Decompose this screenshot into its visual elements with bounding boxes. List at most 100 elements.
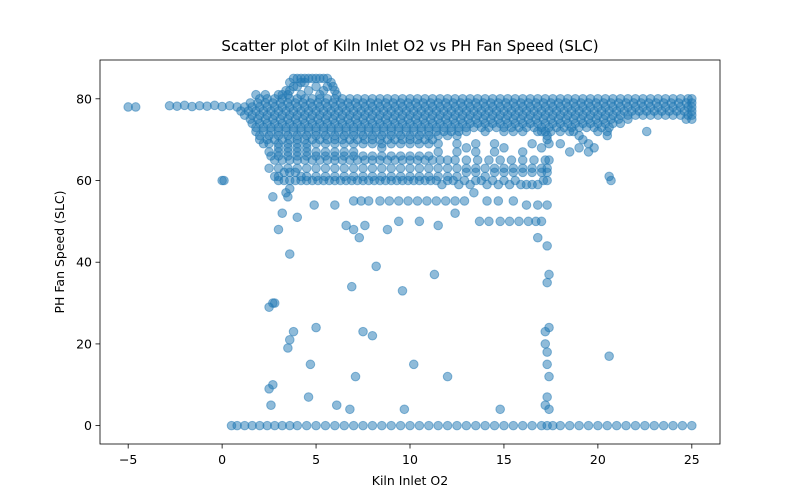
data-point: [482, 196, 492, 206]
data-point: [130, 102, 141, 112]
data-point: [292, 420, 303, 431]
data-point: [393, 216, 404, 227]
data-point: [403, 196, 413, 206]
data-point: [341, 220, 351, 231]
data-point: [386, 420, 397, 431]
data-point: [532, 232, 543, 243]
data-point: [358, 420, 368, 431]
data-point: [459, 196, 470, 206]
data-point: [414, 151, 425, 161]
data-point: [320, 171, 331, 182]
data-point: [423, 151, 434, 161]
data-point: [606, 175, 616, 186]
data-point: [542, 277, 552, 288]
data-point: [532, 200, 543, 210]
data-point: [284, 249, 295, 259]
data-point: [474, 216, 485, 227]
x-axis: −5 0 5 10 15 20 25: [119, 444, 700, 467]
data-point: [480, 171, 490, 182]
chart-title: Scatter plot of Kiln Inlet O2 vs PH Fan …: [221, 37, 598, 55]
data-point: [283, 343, 293, 353]
data-point: [339, 420, 350, 431]
data-point: [309, 200, 319, 210]
data-point: [350, 371, 361, 382]
data-point: [367, 420, 378, 431]
data-point: [461, 163, 472, 174]
data-point: [687, 94, 697, 104]
data-point: [405, 171, 415, 182]
data-point: [517, 163, 528, 174]
data-point: [395, 420, 406, 431]
data-point: [517, 420, 528, 431]
data-point: [542, 175, 552, 186]
data-point: [292, 212, 303, 223]
data-point: [382, 224, 393, 235]
data-point: [339, 147, 350, 157]
data-point: [348, 147, 359, 157]
data-point: [219, 175, 229, 186]
x-tick-label: −5: [119, 452, 137, 467]
x-axis-label: Kiln Inlet O2: [372, 473, 448, 488]
data-point: [330, 171, 340, 182]
data-point: [414, 216, 425, 227]
data-point: [414, 171, 425, 182]
data-point: [641, 126, 652, 137]
data-point: [251, 89, 261, 100]
data-point: [348, 163, 359, 174]
data-point: [442, 163, 453, 174]
data-point: [508, 163, 519, 174]
data-point: [431, 196, 442, 206]
data-point: [536, 143, 547, 153]
data-point: [555, 138, 566, 149]
data-point: [668, 420, 678, 431]
data-point: [268, 298, 278, 308]
data-point: [348, 171, 359, 182]
data-point: [423, 163, 434, 174]
data-point: [461, 143, 472, 153]
data-point: [452, 147, 462, 157]
data-point: [630, 420, 641, 431]
data-point: [508, 420, 519, 431]
data-point: [658, 420, 669, 431]
data-point: [330, 163, 340, 174]
data-point: [358, 171, 368, 182]
data-point: [405, 151, 415, 161]
data-point: [375, 196, 385, 206]
data-point: [423, 171, 434, 182]
data-point: [527, 420, 537, 431]
data-point: [542, 241, 552, 251]
data-point: [358, 326, 368, 337]
data-point: [433, 147, 443, 157]
data-point: [301, 171, 312, 182]
data-point: [360, 220, 370, 231]
data-point: [495, 155, 505, 165]
data-point: [273, 163, 284, 174]
data-point: [264, 163, 274, 174]
data-point: [386, 163, 397, 174]
data-point: [574, 143, 584, 153]
data-point: [358, 163, 368, 174]
data-point: [450, 208, 460, 218]
data-point: [423, 420, 434, 431]
data-point: [649, 420, 660, 431]
data-point: [311, 420, 321, 431]
data-point: [542, 392, 552, 402]
data-point: [331, 400, 342, 410]
data-point: [602, 420, 613, 431]
data-point: [292, 163, 303, 174]
data-point: [397, 286, 408, 296]
data-point: [363, 196, 374, 206]
data-point: [408, 359, 419, 370]
data-point: [284, 183, 295, 194]
data-point: [414, 420, 425, 431]
data-point: [542, 359, 552, 370]
data-point: [452, 138, 462, 149]
data-point: [527, 163, 537, 174]
data-point: [540, 339, 551, 349]
data-point: [514, 216, 524, 227]
data-point: [395, 163, 406, 174]
x-tick-label: 5: [312, 452, 320, 467]
data-point: [452, 171, 462, 182]
data-point: [288, 326, 299, 337]
data-point: [450, 196, 460, 206]
